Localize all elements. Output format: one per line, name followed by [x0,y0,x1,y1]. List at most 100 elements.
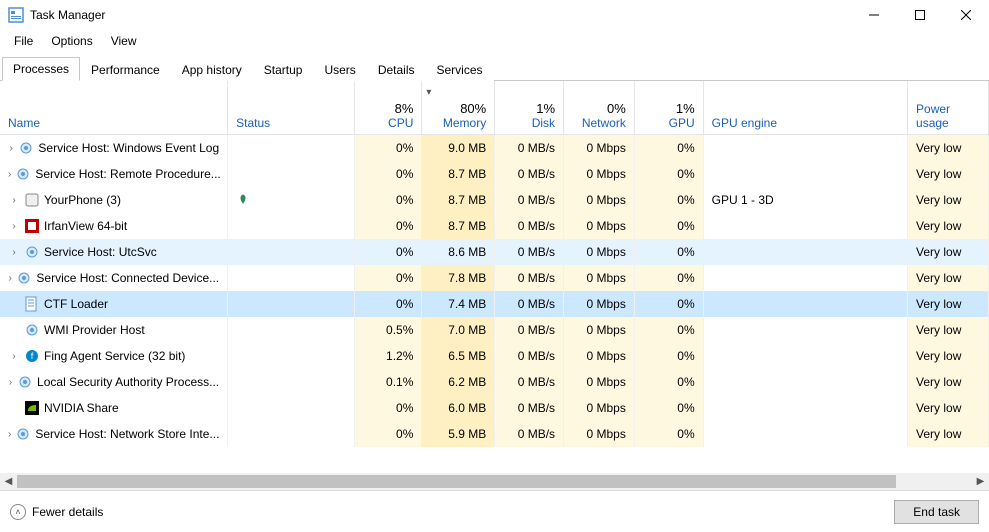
table-row[interactable]: ›Service Host: Connected Device...0%7.8 … [0,265,989,291]
expand-icon[interactable]: › [8,168,11,180]
process-name-cell[interactable]: ›Service Host: UtcSvc [0,239,228,265]
scroll-right-icon[interactable]: ▶ [972,473,989,490]
expand-icon[interactable]: › [8,428,11,440]
gear-icon [16,270,32,286]
gpu-engine-cell [703,291,907,317]
power-usage-cell: Very low [908,187,989,213]
tab-performance[interactable]: Performance [80,58,171,81]
column-header-power[interactable]: Power usage [908,81,989,135]
table-row[interactable]: CTF Loader0%7.4 MB0 MB/s0 Mbps0%Very low [0,291,989,317]
process-name-cell[interactable]: ›fFing Agent Service (32 bit) [0,343,228,369]
gpu-engine-cell [703,395,907,421]
table-row[interactable]: ›Service Host: UtcSvc0%8.6 MB0 MB/s0 Mbp… [0,239,989,265]
gpu-engine-cell [703,343,907,369]
gear-icon [17,374,33,390]
cpu-cell: 0% [354,161,422,187]
fewer-details-label: Fewer details [32,505,103,519]
status-cell [228,161,354,187]
expand-icon[interactable]: › [8,272,12,284]
menu-options[interactable]: Options [43,32,100,50]
table-row[interactable]: NVIDIA Share0%6.0 MB0 MB/s0 Mbps0%Very l… [0,395,989,421]
table-row[interactable]: ›Local Security Authority Process... 0.1%… [0,369,989,395]
network-cell: 0 Mbps [564,161,635,187]
table-row[interactable]: ›Service Host: Remote Procedure... 0%8.7 … [0,161,989,187]
tab-details[interactable]: Details [367,58,426,81]
leaf-icon [238,193,248,207]
process-name-cell[interactable]: ›YourPhone (3) [0,187,228,213]
process-name-cell[interactable]: WMI Provider Host [0,317,228,343]
power-usage-cell: Very low [908,213,989,239]
table-row[interactable]: ›Service Host: Network Store Inte... 0%5.… [0,421,989,447]
table-row[interactable]: WMI Provider Host0.5%7.0 MB0 MB/s0 Mbps0… [0,317,989,343]
process-name-cell[interactable]: CTF Loader [0,291,228,317]
column-header-network[interactable]: 0%Network [564,81,635,135]
network-cell: 0 Mbps [564,291,635,317]
horizontal-scrollbar[interactable]: ◀ ▶ [0,473,989,490]
cpu-cell: 0% [354,187,422,213]
process-name-cell[interactable]: NVIDIA Share [0,395,228,421]
nvidia-icon [24,400,40,416]
tab-services[interactable]: Services [426,58,494,81]
cpu-cell: 0% [354,421,422,447]
expand-icon[interactable]: › [8,220,20,232]
scroll-track[interactable] [17,473,972,490]
tab-startup[interactable]: Startup [253,58,314,81]
table-row[interactable]: ›YourPhone (3)0%8.7 MB0 MB/s0 Mbps0%GPU … [0,187,989,213]
column-header-gpu-engine[interactable]: GPU engine [703,81,907,135]
tab-users[interactable]: Users [313,58,366,81]
end-task-button[interactable]: End task [894,500,979,524]
process-name-cell[interactable]: ›Service Host: Network Store Inte... [0,421,228,447]
gpu-cell: 0% [634,291,703,317]
expand-icon[interactable]: › [8,376,13,388]
process-name-label: WMI Provider Host [44,323,145,337]
column-header-gpu[interactable]: 1%GPU [634,81,703,135]
expand-icon[interactable]: › [8,246,20,258]
cpu-cell: 0.1% [354,369,422,395]
column-header-memory[interactable]: 80%Memory [422,81,495,135]
menu-file[interactable]: File [6,32,41,50]
process-table-wrap: Name Status 8%CPU 80%Memory 1%Disk 0%Net… [0,81,989,473]
gpu-cell: 0% [634,239,703,265]
memory-cell: 5.9 MB [422,421,495,447]
process-name-cell[interactable]: ›Service Host: Windows Event Log [0,135,228,162]
scroll-left-icon[interactable]: ◀ [0,473,17,490]
network-cell: 0 Mbps [564,421,635,447]
cpu-cell: 0% [354,265,422,291]
maximize-button[interactable] [897,0,943,30]
cpu-cell: 1.2% [354,343,422,369]
tab-processes[interactable]: Processes [2,57,80,81]
power-usage-cell: Very low [908,265,989,291]
disk-cell: 0 MB/s [495,395,564,421]
process-name-cell[interactable]: ›Local Security Authority Process... [0,369,228,395]
table-row[interactable]: ›IrfanView 64-bit0%8.7 MB0 MB/s0 Mbps0%V… [0,213,989,239]
process-name-cell[interactable]: ›Service Host: Remote Procedure... [0,161,228,187]
process-name-cell[interactable]: ›Service Host: Connected Device... [0,265,228,291]
expand-icon[interactable]: › [8,194,20,206]
gpu-cell: 0% [634,369,703,395]
expand-icon[interactable]: › [8,142,14,154]
task-manager-icon [8,7,24,23]
close-button[interactable] [943,0,989,30]
memory-cell: 8.7 MB [422,161,495,187]
column-header-status[interactable]: Status [228,81,354,135]
power-usage-cell: Very low [908,291,989,317]
power-usage-cell: Very low [908,239,989,265]
disk-cell: 0 MB/s [495,187,564,213]
tab-app-history[interactable]: App history [171,58,253,81]
scroll-thumb[interactable] [17,475,896,488]
network-cell: 0 Mbps [564,265,635,291]
expand-icon[interactable]: › [8,350,20,362]
network-cell: 0 Mbps [564,369,635,395]
column-header-disk[interactable]: 1%Disk [495,81,564,135]
fewer-details-toggle[interactable]: ˄ Fewer details [10,504,103,520]
process-name-cell[interactable]: ›IrfanView 64-bit [0,213,228,239]
power-usage-cell: Very low [908,161,989,187]
minimize-button[interactable] [851,0,897,30]
disk-cell: 0 MB/s [495,369,564,395]
column-header-cpu[interactable]: 8%CPU [354,81,422,135]
table-row[interactable]: ›Service Host: Windows Event Log0%9.0 MB… [0,135,989,162]
column-header-name[interactable]: Name [0,81,228,135]
menu-view[interactable]: View [103,32,145,50]
gpu-engine-cell [703,239,907,265]
table-row[interactable]: ›fFing Agent Service (32 bit)1.2%6.5 MB0… [0,343,989,369]
